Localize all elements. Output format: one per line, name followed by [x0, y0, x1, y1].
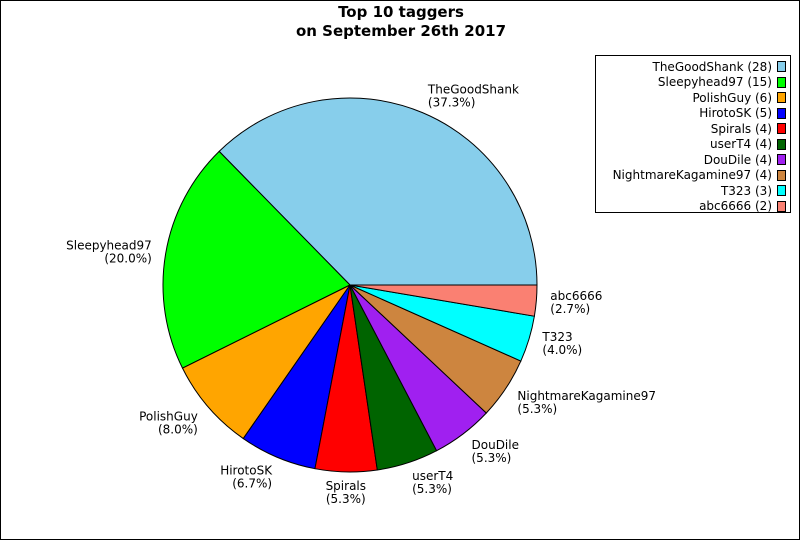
- legend-swatch: [777, 76, 786, 88]
- legend-label: DouDile (4): [703, 152, 772, 167]
- legend-item-userT4: userT4 (4): [596, 137, 786, 153]
- legend-item-DouDile: DouDile (4): [596, 152, 786, 168]
- slice-label-name: NightmareKagamine97: [517, 389, 656, 403]
- legend: TheGoodShank (28) Sleepyhead97 (15) Polish…: [595, 55, 791, 213]
- slice-label-name: DouDile: [472, 438, 519, 452]
- pie-slice-PolishGuy: [181, 284, 351, 440]
- legend-label: PolishGuy (6): [692, 90, 773, 105]
- slice-label-NightmareKagamine97: NightmareKagamine97 (5.3%): [517, 389, 656, 416]
- slice-label-name: T323: [541, 330, 572, 344]
- legend-item-Spirals: Spirals (4): [596, 121, 786, 137]
- legend-item-T323: T323 (3): [596, 183, 786, 199]
- slice-label-HirotoSK: HirotoSK (6.7%): [220, 463, 273, 490]
- slice-label-name: PolishGuy: [139, 409, 198, 423]
- slice-label-percent: (5.3%): [517, 402, 557, 416]
- legend-swatch: [777, 138, 786, 150]
- legend-label: HirotoSK (5): [699, 106, 772, 121]
- slice-label-percent: (5.3%): [412, 482, 452, 496]
- chart-title: Top 10 taggers on September 26th 2017: [1, 3, 800, 41]
- legend-item-HirotoSK: HirotoSK (5): [596, 106, 786, 122]
- legend-swatch: [777, 185, 786, 197]
- legend-swatch: [777, 61, 786, 73]
- legend-swatch: [777, 123, 786, 135]
- slice-label-percent: (5.3%): [472, 451, 512, 465]
- slice-label-percent: (4.0%): [542, 343, 582, 357]
- legend-label: TheGoodShank (28): [652, 59, 773, 74]
- slice-label-name: Spirals: [326, 479, 366, 493]
- legend-swatch: [777, 200, 786, 212]
- slice-label-percent: (2.7%): [550, 302, 590, 316]
- slice-label-percent: (8.0%): [158, 422, 198, 436]
- slice-label-name: Sleepyhead97: [66, 239, 152, 253]
- chart-title-line-2: on September 26th 2017: [295, 22, 507, 40]
- legend-swatch: [777, 154, 786, 166]
- legend-swatch: [777, 107, 786, 119]
- slice-label-percent: (37.3%): [428, 96, 475, 110]
- legend-swatch: [777, 169, 786, 181]
- legend-label: Sleepyhead97 (15): [657, 75, 772, 90]
- legend-label: Spirals (4): [710, 121, 772, 136]
- legend-item-abc6666: abc6666 (2): [596, 199, 786, 215]
- legend-swatch: [777, 92, 786, 104]
- slice-label-PolishGuy: PolishGuy (8.0%): [139, 409, 198, 436]
- pie-slice-TheGoodShank: [218, 97, 538, 286]
- legend-item-NightmareKagamine97: NightmareKagamine97 (4): [596, 168, 786, 184]
- legend-item-TheGoodShank: TheGoodShank (28): [596, 59, 786, 75]
- legend-label: userT4 (4): [710, 137, 772, 152]
- pie-slice-Sleepyhead97: [162, 150, 351, 369]
- slice-label-percent: (20.0%): [104, 252, 151, 266]
- slice-label-abc6666: abc6666 (2.7%): [550, 289, 602, 316]
- slice-label-TheGoodShank: TheGoodShank (37.3%): [427, 83, 519, 110]
- slice-label-T323: T323 (4.0%): [541, 330, 582, 357]
- slice-label-percent: (6.7%): [232, 476, 272, 490]
- pie-slice-abc6666: [349, 284, 538, 317]
- legend-item-PolishGuy: PolishGuy (6): [596, 90, 786, 106]
- slice-label-name: HirotoSK: [220, 463, 273, 477]
- chart-title-line-1: Top 10 taggers: [338, 3, 464, 21]
- legend-item-Sleepyhead97: Sleepyhead97 (15): [596, 75, 786, 91]
- slice-label-Spirals: Spirals (5.3%): [326, 479, 366, 506]
- slice-label-userT4: userT4 (5.3%): [412, 469, 453, 496]
- slice-label-name: abc6666: [550, 289, 602, 303]
- legend-label: T323 (3): [720, 183, 772, 198]
- slice-label-Sleepyhead97: Sleepyhead97 (20.0%): [66, 239, 152, 266]
- legend-label: NightmareKagamine97 (4): [612, 168, 772, 183]
- legend-label: abc6666 (2): [699, 199, 772, 214]
- slice-label-name: userT4: [412, 469, 453, 483]
- slice-label-name: TheGoodShank: [427, 83, 519, 97]
- slice-label-DouDile: DouDile (5.3%): [472, 438, 519, 465]
- slice-label-percent: (5.3%): [326, 492, 366, 506]
